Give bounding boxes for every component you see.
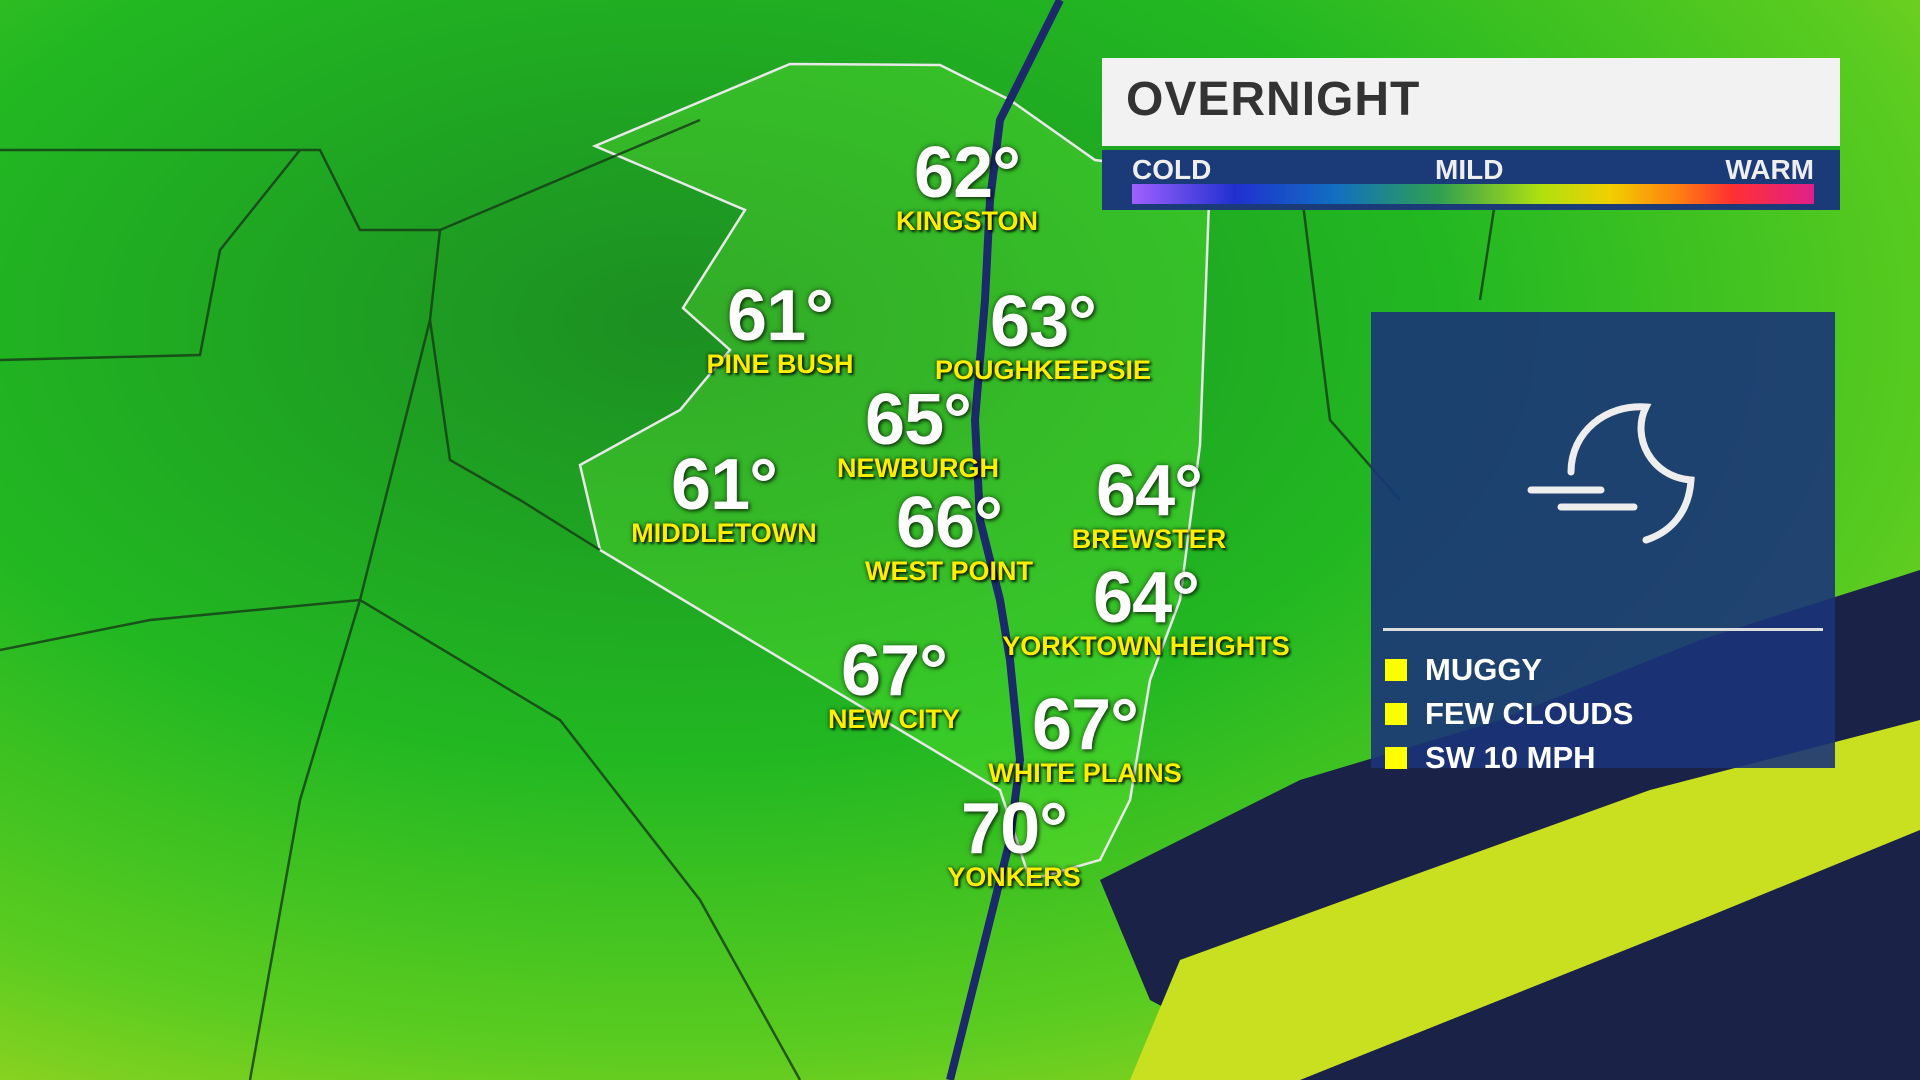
city-poughkeepsie: 63° POUGHKEEPSIE bbox=[934, 282, 1152, 385]
city-name: BREWSTER bbox=[1071, 524, 1227, 554]
condition-text: MUGGY bbox=[1425, 652, 1543, 687]
bullet-square-icon bbox=[1385, 747, 1407, 769]
city-name: YONKERS bbox=[947, 862, 1081, 892]
condition-text: FEW CLOUDS bbox=[1425, 696, 1634, 731]
temp: 67° bbox=[841, 631, 948, 711]
title-bar: OVERNIGHT bbox=[1102, 58, 1840, 146]
region-outline bbox=[578, 62, 1212, 882]
city-yorktown-heights: 64° YORKTOWN HEIGHTS bbox=[1002, 558, 1290, 661]
temp: 61° bbox=[671, 445, 778, 525]
city-brewster: 64° BREWSTER bbox=[1071, 451, 1227, 554]
city-name: NEW CITY bbox=[828, 704, 960, 734]
city-name: NEWBURGH bbox=[837, 453, 999, 483]
color-scale-bar bbox=[1132, 184, 1814, 204]
page-title: OVERNIGHT bbox=[1126, 73, 1421, 126]
city-name: WHITE PLAINS bbox=[988, 758, 1182, 788]
condition-text: SW 10 MPH bbox=[1425, 740, 1596, 775]
conditions-panel: MUGGY FEW CLOUDS SW 10 MPH bbox=[1371, 312, 1835, 775]
scale-mild-label: MILD bbox=[1435, 154, 1504, 185]
temp: 70° bbox=[961, 789, 1068, 869]
city-name: YORKTOWN HEIGHTS bbox=[1002, 631, 1290, 661]
city-kingston: 62° KINGSTON bbox=[895, 133, 1039, 236]
city-name: PINE BUSH bbox=[706, 349, 854, 379]
condition-muggy: MUGGY bbox=[1385, 652, 1542, 688]
bullet-square-icon bbox=[1385, 703, 1407, 725]
temp: 65° bbox=[865, 380, 972, 460]
divider bbox=[1383, 628, 1823, 631]
city-yonkers: 70° YONKERS bbox=[947, 789, 1081, 892]
temp: 61° bbox=[727, 276, 834, 356]
long-island bbox=[1130, 720, 1920, 1080]
city-west-point: 66° WEST POINT bbox=[865, 483, 1033, 586]
city-pine-bush: 61° PINE BUSH bbox=[706, 276, 854, 379]
moon-wind-icon bbox=[1527, 403, 1695, 544]
hudson-river bbox=[946, 0, 1064, 1080]
temp: 66° bbox=[896, 483, 1003, 563]
city-white-plains: 67° WHITE PLAINS bbox=[988, 685, 1182, 788]
scale-warm-label: WARM bbox=[1725, 154, 1814, 185]
condition-clouds: FEW CLOUDS bbox=[1385, 696, 1633, 732]
temp: 63° bbox=[990, 282, 1097, 362]
city-name: MIDDLETOWN bbox=[631, 518, 817, 548]
temperature-scale: COLD MILD WARM bbox=[1102, 146, 1840, 210]
city-name: POUGHKEEPSIE bbox=[934, 355, 1152, 385]
city-name: KINGSTON bbox=[895, 206, 1039, 236]
temp: 64° bbox=[1096, 451, 1203, 531]
city-name: WEST POINT bbox=[865, 556, 1033, 586]
scale-cold-label: COLD bbox=[1132, 154, 1212, 185]
city-newburgh: 65° NEWBURGH bbox=[837, 380, 999, 483]
city-middletown: 61° MIDDLETOWN bbox=[631, 445, 817, 548]
temp: 62° bbox=[914, 133, 1021, 213]
temp: 64° bbox=[1093, 558, 1200, 638]
condition-wind: SW 10 MPH bbox=[1385, 740, 1596, 776]
city-new-city: 67° NEW CITY bbox=[828, 631, 960, 734]
temp: 67° bbox=[1032, 685, 1139, 765]
bullet-square-icon bbox=[1385, 659, 1407, 681]
